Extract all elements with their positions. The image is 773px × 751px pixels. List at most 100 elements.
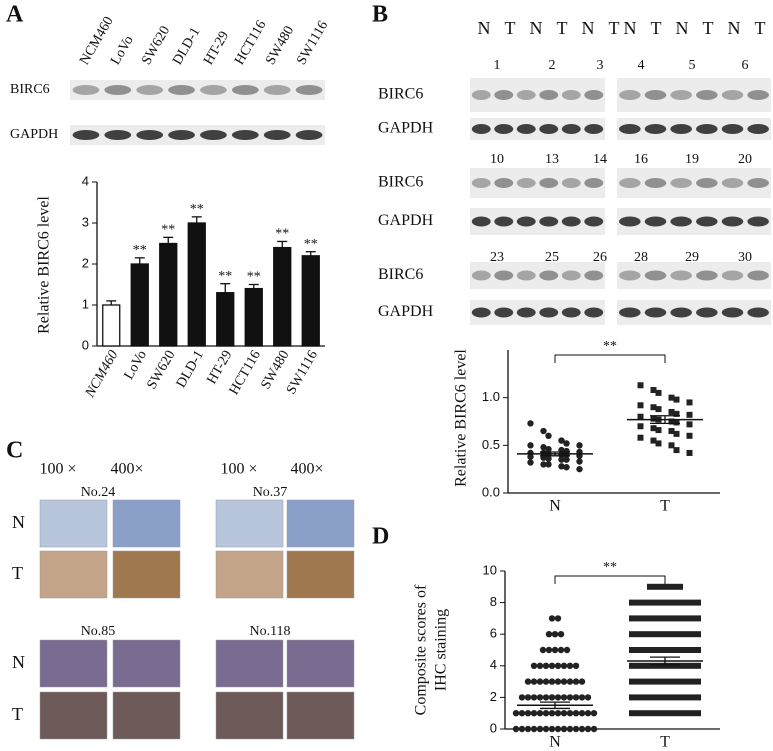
sample-number: 29 [685,250,699,265]
data-point [578,694,586,701]
data-point [689,599,695,606]
blot-band [619,307,641,318]
row-label: GAPDH [378,212,434,229]
data-point [665,710,671,717]
case-label: No.118 [249,624,290,639]
data-point [536,725,544,733]
lane-header: T [505,18,516,38]
blot-band [471,270,491,281]
data-point [647,662,653,669]
data-point [527,442,534,449]
data-point [695,631,701,638]
blot-band [670,216,692,227]
data-point [557,631,565,638]
blot-band [619,178,641,188]
data-point [671,678,677,685]
blot-band [670,124,692,134]
row-label: GAPDH [10,127,58,142]
data-point [637,382,644,389]
data-point [665,662,671,669]
data-point [673,396,680,403]
data-point [578,710,586,717]
row-label: BIRC6 [10,82,50,97]
data-point [590,725,598,733]
data-point [695,710,701,717]
blot-band [644,178,667,188]
lane-label: SW480 [263,24,297,68]
blot-band [136,130,164,140]
data-point [650,425,657,432]
data-point [653,583,659,590]
row-label: GAPDH [378,120,434,137]
data-point [659,678,665,685]
blot-band [696,90,718,100]
data-point [659,710,665,717]
x-tick-label: T [660,498,670,515]
blot-band [539,90,559,100]
blot-band [696,270,718,281]
data-point [545,455,552,462]
x-tick-label: DLD-1 [174,348,207,391]
y-axis-label: Relative BIRC6 level [36,196,53,334]
blot-band [494,307,514,318]
data-point [677,662,683,669]
data-point [677,710,683,717]
significance: ** [603,339,617,354]
data-point [635,647,641,653]
blot-band [471,216,491,227]
lane-header: N [728,18,741,38]
data-point [629,647,635,653]
blot-band [295,130,323,140]
data-point [540,427,547,435]
data-point [563,464,570,471]
blot-band [644,270,667,281]
y-tick-label: 0.5 [482,437,500,452]
blot [617,78,771,112]
data-point [689,678,695,685]
blot-band [561,178,581,188]
data-point [677,647,683,653]
data-point [677,631,683,638]
data-point [668,408,675,415]
sample-number: 14 [593,152,607,167]
data-point [659,583,665,590]
x-tick-label: LoVo [122,348,150,382]
data-point [542,662,550,669]
y-tick-label: 2 [490,689,497,704]
data-point [671,710,677,717]
sample-number: 16 [634,152,648,167]
data-point [647,583,653,590]
data-point [566,710,574,717]
bar [244,287,263,347]
significance: ** [304,237,318,252]
lane-header: T [651,18,662,38]
row-label: BIRC6 [378,266,423,283]
data-point [629,710,635,717]
data-point [554,725,562,733]
lane-header: N [676,18,689,38]
data-point [548,710,556,717]
data-point [665,583,671,590]
blot [470,208,605,235]
data-point [665,647,671,653]
blot-band [721,307,744,318]
blot-band [670,90,692,100]
significance-bracket [554,575,666,584]
lane-header: N [624,18,637,38]
blot-band [584,307,604,318]
blot-band [494,124,514,134]
case-label: No.85 [81,624,116,639]
data-point [683,678,689,685]
blot-band [747,124,769,134]
data-point [542,694,550,701]
lane-header: N [582,18,595,38]
data-point [673,419,680,426]
blot-band [721,178,744,188]
data-point [576,442,583,449]
data-point [545,631,553,638]
data-point [673,447,680,454]
data-point [671,599,677,606]
data-point [512,725,520,733]
blot-band [747,178,769,188]
blot [617,300,771,325]
